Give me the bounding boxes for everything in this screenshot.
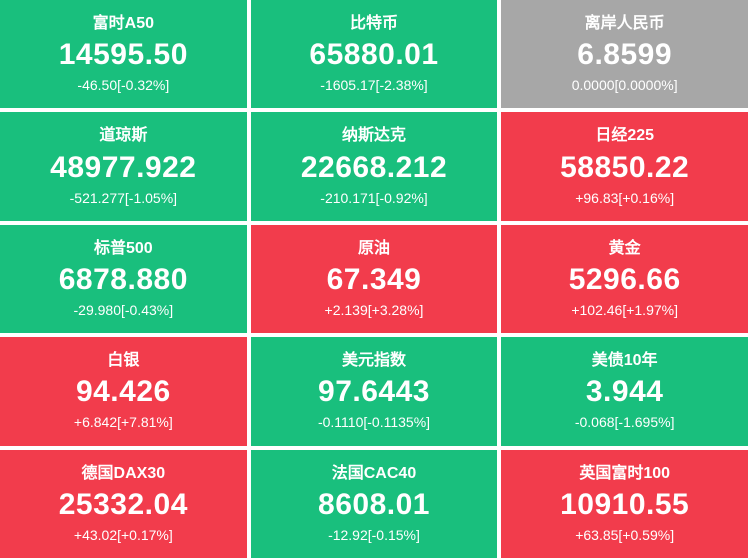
tile-dow-jones[interactable]: 道琼斯 48977.922 -521.277[-1.05%] xyxy=(0,112,247,221)
tile-ftse-a50[interactable]: 富时A50 14595.50 -46.50[-0.32%] xyxy=(0,0,247,109)
instrument-name: 纳斯达克 xyxy=(341,127,406,145)
instrument-price: 94.426 xyxy=(75,375,171,409)
instrument-change: -46.50[-0.32%] xyxy=(77,77,170,94)
tile-ftse100[interactable]: 英国富时100 10910.55 +63.85[+0.59%] xyxy=(501,449,748,558)
instrument-price: 65880.01 xyxy=(309,38,439,72)
instrument-price: 48977.922 xyxy=(50,150,197,184)
instrument-name: 德国DAX30 xyxy=(81,464,166,482)
instrument-change: +63.85[+0.59%] xyxy=(575,526,675,543)
instrument-price: 3.944 xyxy=(585,375,664,409)
instrument-change: -210.171[-0.92%] xyxy=(320,189,428,206)
tile-offshore-cny[interactable]: 离岸人民币 6.8599 0.0000[0.0000%] xyxy=(501,0,748,109)
instrument-change: 0.0000[0.0000%] xyxy=(571,77,678,94)
tile-sp500[interactable]: 标普500 6878.880 -29.980[-0.43%] xyxy=(0,224,247,334)
instrument-name: 道琼斯 xyxy=(99,127,148,145)
instrument-price: 97.6443 xyxy=(318,375,430,409)
instrument-price: 10910.55 xyxy=(560,487,690,521)
instrument-price: 5296.66 xyxy=(568,262,681,296)
instrument-name: 标普500 xyxy=(93,239,153,257)
instrument-change: +2.139[+3.28%] xyxy=(324,302,424,319)
instrument-price: 8608.01 xyxy=(318,487,430,521)
instrument-price: 58850.22 xyxy=(560,150,690,184)
instrument-change: +43.02[+0.17%] xyxy=(73,526,173,543)
instrument-change: +6.842[+7.81%] xyxy=(73,414,173,431)
instrument-price: 22668.212 xyxy=(300,150,448,184)
instrument-change: -12.92[-0.15%] xyxy=(328,526,420,543)
instrument-price: 6878.880 xyxy=(58,262,188,296)
tile-cac40[interactable]: 法国CAC40 8608.01 -12.92[-0.15%] xyxy=(250,449,498,558)
instrument-name: 富时A50 xyxy=(92,15,154,33)
instrument-name: 比特币 xyxy=(349,15,398,33)
instrument-change: +96.83[+0.16%] xyxy=(575,189,675,206)
instrument-price: 14595.50 xyxy=(58,38,188,72)
tile-silver[interactable]: 白银 94.426 +6.842[+7.81%] xyxy=(0,337,247,446)
instrument-name: 白银 xyxy=(107,352,140,370)
tile-nasdaq[interactable]: 纳斯达克 22668.212 -210.171[-0.92%] xyxy=(250,112,498,221)
instrument-name: 日经225 xyxy=(595,127,655,145)
instrument-name: 美元指数 xyxy=(341,352,406,370)
instrument-change: -0.068[-1.695%] xyxy=(574,414,675,431)
instrument-price: 67.349 xyxy=(326,262,422,296)
instrument-name: 黄金 xyxy=(608,239,641,257)
instrument-name: 英国富时100 xyxy=(579,464,671,482)
instrument-change: -0.1110[-0.1135%] xyxy=(317,414,431,431)
tile-us-treasury-10y[interactable]: 美债10年 3.944 -0.068[-1.695%] xyxy=(501,337,748,446)
instrument-change: -29.980[-0.43%] xyxy=(73,302,174,319)
tile-crude-oil[interactable]: 原油 67.349 +2.139[+3.28%] xyxy=(250,224,498,334)
instrument-name: 美债10年 xyxy=(591,352,658,370)
instrument-change: -1605.17[-2.38%] xyxy=(320,77,428,94)
tile-nikkei-225[interactable]: 日经225 58850.22 +96.83[+0.16%] xyxy=(501,112,748,221)
tile-gold[interactable]: 黄金 5296.66 +102.46[+1.97%] xyxy=(501,224,748,334)
instrument-name: 法国CAC40 xyxy=(331,464,417,482)
instrument-price: 6.8599 xyxy=(577,38,673,72)
instrument-price: 25332.04 xyxy=(58,487,188,521)
instrument-name: 离岸人民币 xyxy=(584,15,665,33)
tile-dax30[interactable]: 德国DAX30 25332.04 +43.02[+0.17%] xyxy=(0,449,247,558)
instrument-name: 原油 xyxy=(357,239,390,257)
instrument-change: -521.277[-1.05%] xyxy=(69,189,178,206)
tile-bitcoin[interactable]: 比特币 65880.01 -1605.17[-2.38%] xyxy=(250,0,498,109)
instrument-change: +102.46[+1.97%] xyxy=(571,302,678,319)
tile-usd-index[interactable]: 美元指数 97.6443 -0.1110[-0.1135%] xyxy=(250,337,498,446)
